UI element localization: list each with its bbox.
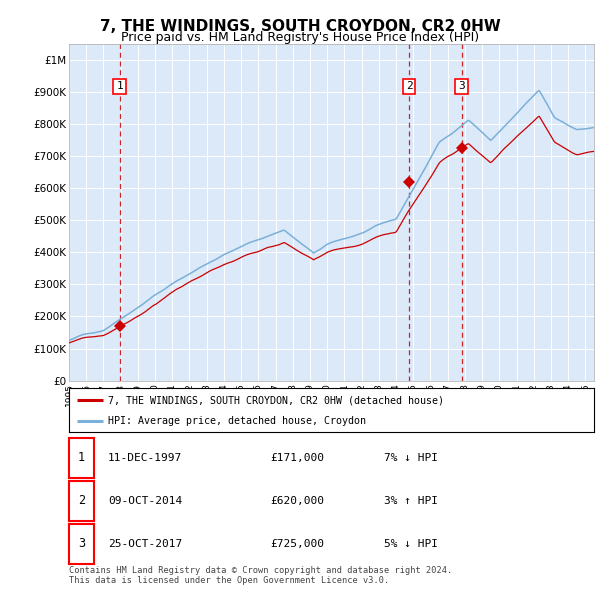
Text: Contains HM Land Registry data © Crown copyright and database right 2024.
This d: Contains HM Land Registry data © Crown c… <box>69 566 452 585</box>
Text: HPI: Average price, detached house, Croydon: HPI: Average price, detached house, Croy… <box>109 416 367 426</box>
Text: 09-OCT-2014: 09-OCT-2014 <box>108 496 182 506</box>
Text: 2: 2 <box>78 494 85 507</box>
Text: 5% ↓ HPI: 5% ↓ HPI <box>384 539 438 549</box>
Text: £725,000: £725,000 <box>270 539 324 549</box>
Text: £171,000: £171,000 <box>270 453 324 463</box>
Text: 11-DEC-1997: 11-DEC-1997 <box>108 453 182 463</box>
Text: Price paid vs. HM Land Registry's House Price Index (HPI): Price paid vs. HM Land Registry's House … <box>121 31 479 44</box>
Text: 1: 1 <box>78 451 85 464</box>
Text: 1: 1 <box>116 81 123 91</box>
Text: 3: 3 <box>78 537 85 550</box>
Text: 7, THE WINDINGS, SOUTH CROYDON, CR2 0HW: 7, THE WINDINGS, SOUTH CROYDON, CR2 0HW <box>100 19 500 34</box>
Text: 25-OCT-2017: 25-OCT-2017 <box>108 539 182 549</box>
Text: 7, THE WINDINGS, SOUTH CROYDON, CR2 0HW (detached house): 7, THE WINDINGS, SOUTH CROYDON, CR2 0HW … <box>109 395 445 405</box>
Text: 7% ↓ HPI: 7% ↓ HPI <box>384 453 438 463</box>
Text: 3% ↑ HPI: 3% ↑ HPI <box>384 496 438 506</box>
Text: £620,000: £620,000 <box>270 496 324 506</box>
Text: 2: 2 <box>406 81 413 91</box>
Text: 3: 3 <box>458 81 465 91</box>
